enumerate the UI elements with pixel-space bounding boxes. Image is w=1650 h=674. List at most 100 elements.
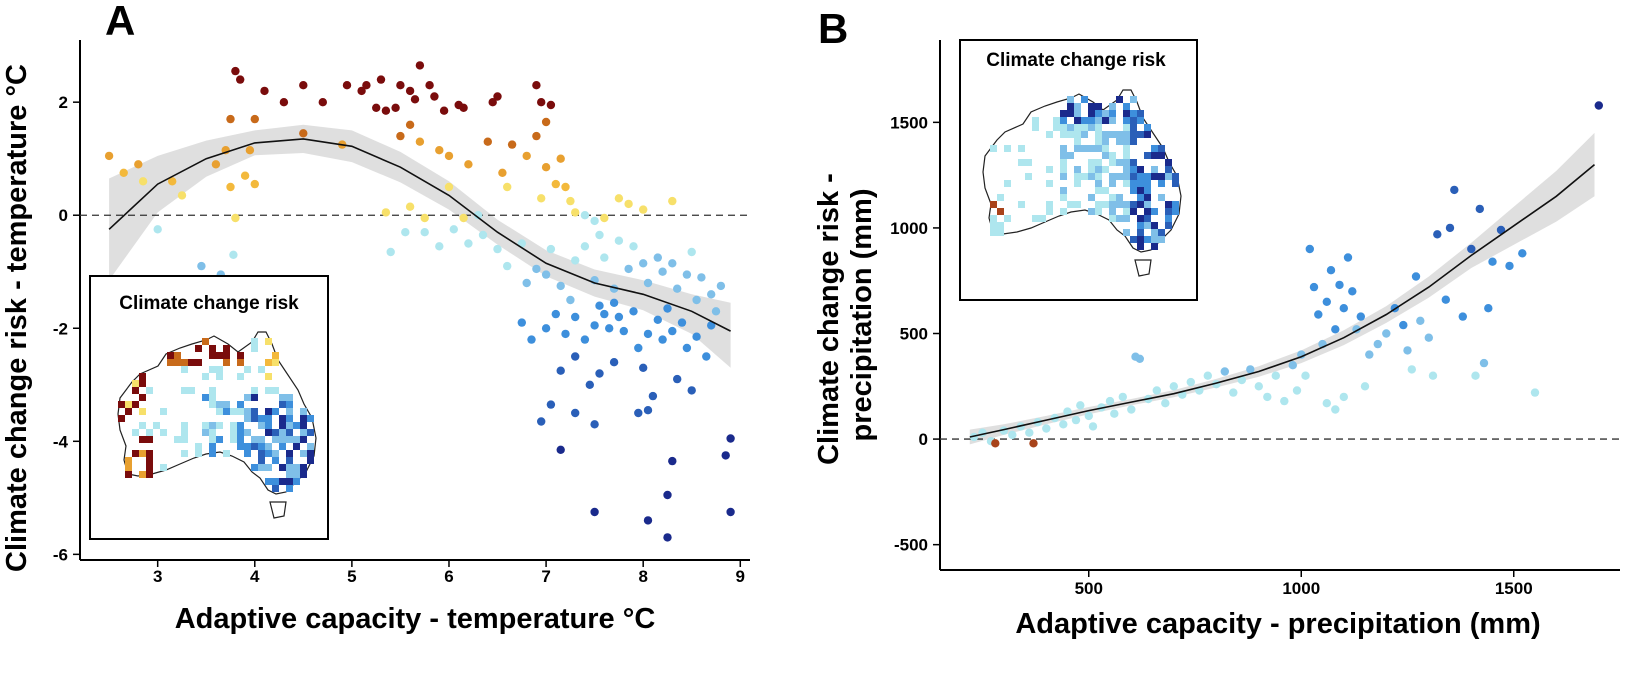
inset-map-cell [265, 429, 272, 436]
panel-a-scatter-point [104, 151, 114, 161]
panel-a-scatter-point [663, 304, 672, 313]
panel-b-scatter-point [1433, 230, 1442, 239]
inset-map-cell [1102, 117, 1109, 124]
inset-map-cell [286, 408, 293, 415]
inset-map-cell [1130, 166, 1137, 173]
inset-map-cell [293, 471, 300, 478]
inset-map-cell [258, 422, 265, 429]
panel-a-scatter-point [595, 369, 604, 378]
panel-a-scatter-point [590, 321, 599, 330]
inset-map-cell [139, 408, 146, 415]
inset-map-cell [188, 359, 195, 366]
inset-map-cell [1095, 124, 1102, 131]
inset-map-cell [244, 450, 251, 457]
inset-map-cell [146, 429, 153, 436]
inset-map-cell [146, 471, 153, 478]
panel-a-scatter-point [590, 420, 599, 429]
panel-a-scatter-point [639, 363, 648, 372]
panel-a-scatter-point [546, 100, 556, 110]
panel-a-scatter-point [430, 92, 439, 101]
panel-a-scatter-point [537, 98, 546, 107]
inset-map-cell [1095, 131, 1102, 138]
inset-map-cell [216, 373, 223, 380]
inset-map-cell [146, 464, 153, 471]
panel-b-scatter-point [1288, 361, 1298, 370]
panel-a-scatter-point [707, 321, 716, 330]
inset-map-cell [216, 401, 223, 408]
inset-map-cell [1060, 131, 1067, 138]
panel-a-label: A [105, 0, 135, 44]
inset-map-cell [237, 373, 244, 380]
inset-map-cell [1060, 159, 1067, 166]
panel-a-x-tick-label: 5 [347, 567, 356, 586]
inset-map-cell [265, 338, 272, 345]
inset-map-cell [1130, 201, 1137, 208]
inset-map-cell [1137, 229, 1144, 236]
inset-map-cell [1109, 215, 1116, 222]
panel-b-scatter-point [1365, 350, 1374, 359]
panel-b-scatter-point [1335, 280, 1344, 290]
panel-b-scatter-point [1025, 428, 1034, 437]
inset-map-cell [251, 408, 258, 415]
panel-a-scatter-point [153, 225, 162, 234]
inset-map-cell [258, 464, 265, 471]
inset-map-cell [1137, 166, 1144, 173]
panel-b-scatter-point [1042, 424, 1051, 433]
inset-map-cell [195, 443, 202, 450]
panel-a-scatter-point [119, 168, 128, 177]
panel-a-x-tick-label: 3 [153, 567, 162, 586]
panel-b-scatter-point [1161, 399, 1170, 408]
inset-map-cell [1158, 194, 1165, 201]
inset-map-cell [1088, 208, 1095, 215]
panel-a-scatter-point [541, 324, 551, 333]
inset-map-cell [1151, 236, 1158, 243]
panel-b-y-axis-title-line1: Climate change risk - [813, 173, 845, 465]
inset-map-cell [1123, 159, 1130, 166]
inset-map-cell [1137, 131, 1144, 138]
inset-map-cell [132, 450, 139, 457]
panel-b-scatter-point [1105, 396, 1115, 406]
inset-map-cell [1088, 166, 1095, 173]
inset-map-cell [1172, 208, 1179, 215]
panel-a-scatter-point [493, 244, 502, 254]
panel-b-y-tick-label: 1000 [890, 219, 928, 238]
inset-map-cell [265, 464, 272, 471]
inset-map-cell [251, 387, 258, 394]
panel-b-inset-map-tasmania [1134, 259, 1152, 277]
inset-map-cell [300, 422, 307, 429]
inset-map-cell [209, 429, 216, 436]
panel-b-scatter-point [1339, 392, 1349, 402]
inset-map-cell [1081, 96, 1088, 103]
inset-map-cell [1123, 152, 1130, 159]
panel-a-scatter-point [532, 131, 541, 141]
panel-a-scatter-point [449, 225, 458, 234]
inset-map-cell [1165, 215, 1172, 222]
panel-b-scatter-point [1326, 266, 1336, 275]
inset-map-cell [1109, 208, 1116, 215]
panel-b-scatter-point [1110, 409, 1119, 418]
panel-a-scatter-point [600, 253, 609, 262]
inset-map-cell [300, 471, 307, 478]
panel-a-scatter-point [546, 244, 556, 254]
panel-a-scatter-point [381, 208, 391, 217]
inset-map-cell [1095, 201, 1102, 208]
inset-map-cell [1109, 194, 1116, 201]
inset-map-cell [1102, 110, 1109, 117]
panel-a-scatter-point [600, 213, 609, 223]
panel-a-scatter-point [464, 160, 473, 169]
inset-map-cell [1123, 208, 1130, 215]
panel-a-scatter-point [459, 213, 468, 223]
inset-map-cell [1060, 208, 1067, 215]
panel-a-scatter-point [342, 81, 352, 90]
panel-a-scatter-point [473, 211, 483, 220]
inset-map-cell [1130, 208, 1137, 215]
inset-map-cell [216, 352, 223, 359]
panel-a-scatter-point [609, 358, 619, 367]
inset-map-cell [251, 394, 258, 401]
panel-a-scatter-point [410, 95, 420, 104]
inset-map-cell [1074, 173, 1081, 180]
panel-a-scatter-point [372, 103, 381, 113]
inset-map-cell [258, 415, 265, 422]
inset-map-cell [1109, 173, 1116, 180]
inset-map-cell [1081, 173, 1088, 180]
